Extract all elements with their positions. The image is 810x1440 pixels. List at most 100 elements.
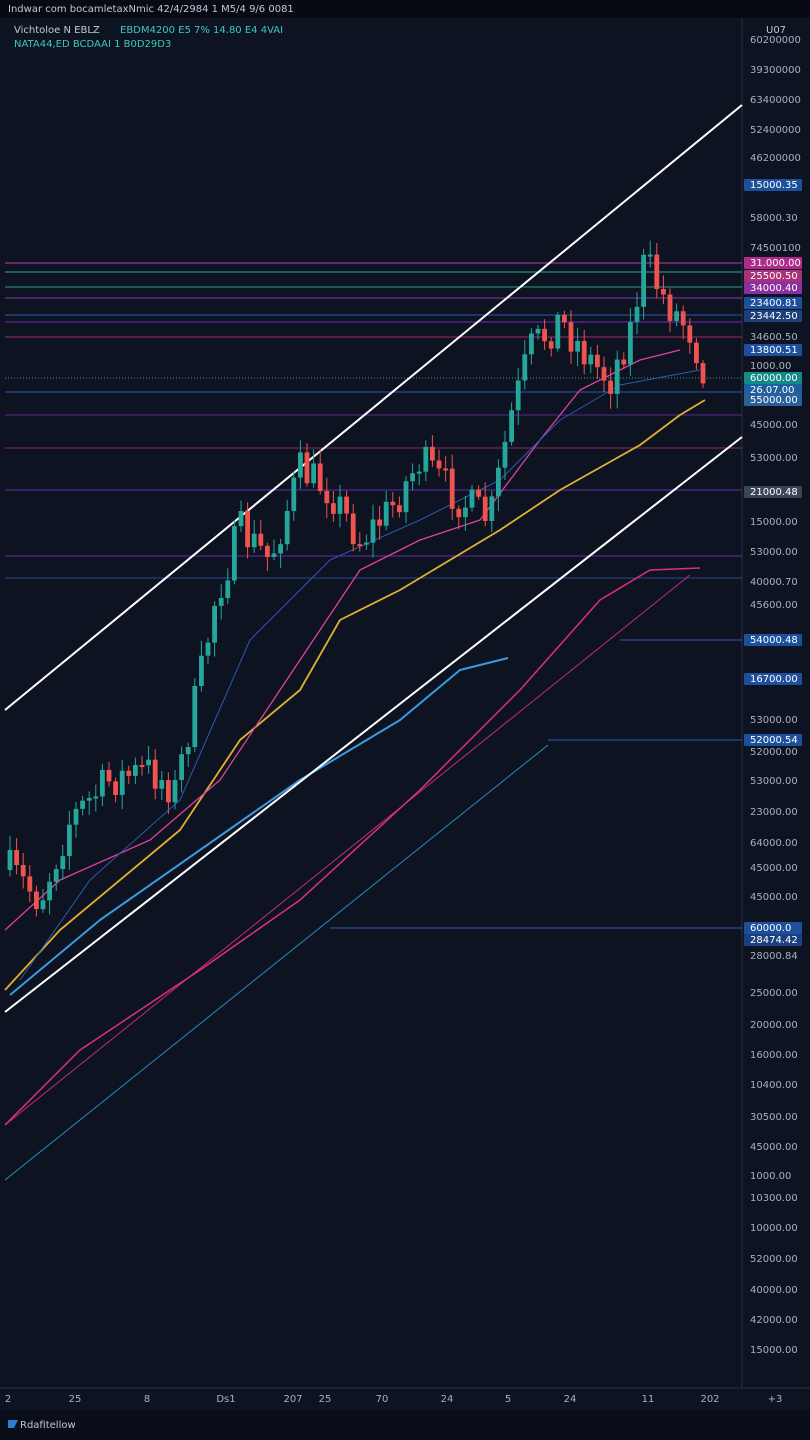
candle-body — [621, 359, 627, 365]
candle-body — [357, 544, 363, 547]
time-label: 207 — [283, 1394, 302, 1405]
candle-body — [436, 460, 442, 469]
time-label: 5 — [505, 1394, 511, 1405]
candle-body — [159, 780, 165, 789]
price-label: 16700.00 — [750, 674, 798, 685]
price-label: 13800.51 — [750, 345, 798, 356]
candle-body — [331, 503, 336, 514]
price-label: 55000.00 — [750, 395, 798, 406]
price-label: 28000.84 — [750, 951, 798, 962]
price-label: 25500.50 — [750, 271, 798, 282]
candle-body — [654, 254, 660, 290]
candle-body — [674, 311, 679, 321]
candle-body — [595, 354, 600, 368]
candle-body — [113, 781, 118, 795]
moving-average — [9, 657, 509, 996]
candle-body — [614, 359, 620, 394]
price-label: 15000.00 — [750, 517, 798, 528]
candle-body — [608, 380, 613, 394]
candle-body — [80, 800, 85, 809]
candle-body — [476, 489, 481, 497]
url: Indwar com bocamletaxNmic 42/4/2984 1 M5… — [8, 4, 294, 15]
candle-body — [179, 754, 184, 781]
top-bar — [0, 0, 810, 18]
price-label: 64000.00 — [750, 838, 798, 849]
candle-body — [60, 856, 66, 870]
price-label: 39300000 — [750, 65, 801, 76]
price-label: 60200000 — [750, 35, 801, 46]
candle-body — [225, 580, 231, 599]
price-label: 45000.00 — [750, 863, 798, 874]
candle-body — [291, 477, 297, 512]
symbol: Vichtoloe N EBLZ — [14, 25, 100, 36]
candle-body — [403, 481, 409, 513]
price-label: 16000.00 — [750, 1050, 798, 1061]
candle-body — [245, 511, 250, 548]
logo: Rdafitellow — [20, 1420, 76, 1431]
candle-body — [529, 333, 534, 355]
candle-body — [67, 824, 72, 857]
price-label: 52400000 — [750, 125, 801, 136]
candle-body — [423, 446, 429, 472]
candle-body — [364, 542, 369, 545]
trend-line — [4, 574, 691, 1126]
price-label: 52000.00 — [750, 747, 798, 758]
candle-body — [694, 342, 699, 364]
price-tag — [744, 384, 802, 396]
candle-body — [166, 780, 171, 803]
price-label: 30500.00 — [750, 1112, 798, 1123]
price-label: 15000.35 — [750, 180, 798, 191]
candle-body — [40, 900, 46, 910]
candle-body — [390, 501, 396, 506]
candle-body — [284, 511, 290, 545]
candle-body — [133, 764, 138, 776]
price-tag — [744, 270, 802, 282]
candle-body — [542, 328, 547, 342]
price-tag — [744, 934, 802, 946]
time-label: +3 — [768, 1394, 783, 1405]
price-tag — [744, 310, 802, 322]
trend-line — [4, 744, 549, 1181]
candle-body — [20, 865, 26, 877]
price-label: 20000.00 — [750, 1020, 798, 1031]
price-label: 58000.30 — [750, 213, 798, 224]
price-tag — [744, 297, 802, 309]
candle-body — [568, 322, 574, 352]
moving-average — [4, 349, 681, 931]
price-tag — [744, 634, 802, 646]
channel-line — [4, 104, 743, 711]
candle-body — [192, 685, 198, 748]
indicators: NATA44,ED BCDAAI 1 B0D29D3 — [14, 39, 171, 50]
price-label: 53000.00 — [750, 715, 798, 726]
price-label: 53000.00 — [750, 547, 798, 558]
candle-body — [555, 314, 561, 349]
candle-body — [522, 354, 528, 381]
candle-body — [205, 642, 211, 656]
price-tag — [744, 372, 802, 384]
price-label: 63400000 — [750, 95, 801, 106]
candle-body — [337, 496, 343, 514]
candle-body — [238, 511, 244, 527]
candle-body — [34, 891, 39, 910]
price-label: 23442.50 — [750, 311, 798, 322]
candle-body — [93, 796, 99, 799]
candle-body — [647, 254, 653, 257]
price-label: 15000.00 — [750, 1345, 798, 1356]
candle-body — [463, 507, 468, 518]
candle-body — [47, 881, 52, 901]
candle-body — [265, 545, 270, 557]
price-label: 34000.40 — [750, 283, 798, 294]
candle-body — [218, 598, 224, 606]
candle-body — [258, 533, 264, 546]
price-label: 25000.00 — [750, 988, 798, 999]
price-label: 74500100 — [750, 243, 801, 254]
price-tag — [744, 394, 802, 406]
ohlc: EBDM4200 E5 7% 14.80 E4 4VAI — [120, 25, 283, 36]
price-label: 60000.0 — [750, 923, 791, 934]
price-label: 53000.00 — [750, 453, 798, 464]
price-tag — [744, 922, 802, 934]
price-tag — [744, 673, 802, 685]
price-label: 10400.00 — [750, 1080, 798, 1091]
price-label: 23000.00 — [750, 807, 798, 818]
